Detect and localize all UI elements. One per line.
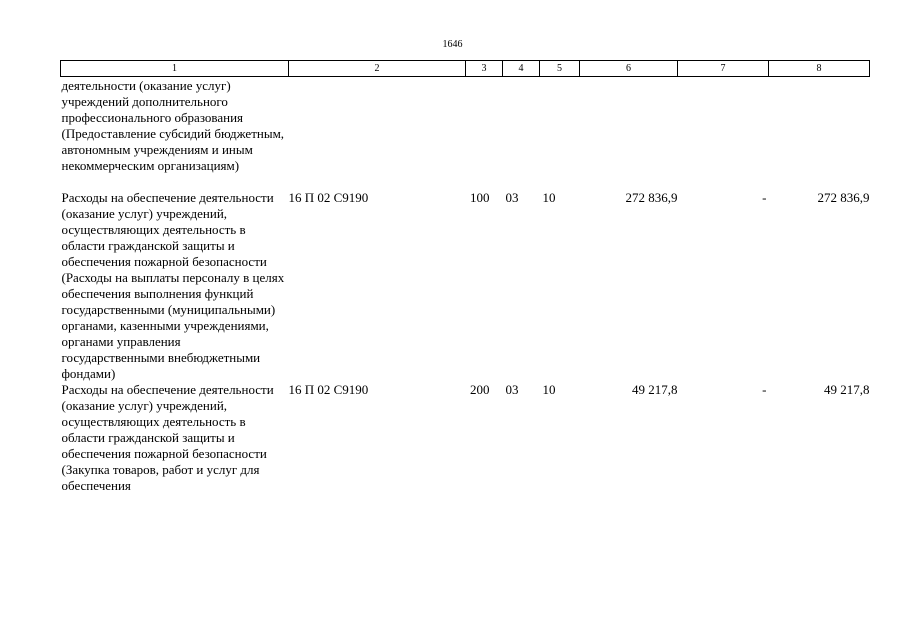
expense-type-cell: 100 — [470, 190, 490, 205]
row-name-cell: Расходы на обеспечение деятельности (ока… — [61, 382, 274, 493]
column-header-2: 2 — [288, 60, 466, 77]
page-number: 1646 — [442, 39, 463, 50]
change-cell — [678, 77, 769, 191]
table-row: Расходы на обеспечение деятельности (ока… — [61, 190, 870, 382]
subsection-cell — [540, 77, 580, 191]
change-cell: - — [762, 190, 767, 205]
section-cell: 03 — [505, 382, 519, 397]
row-name-cell: Расходы на обеспечение деятельности (ока… — [61, 190, 285, 381]
budget-table: 1 2 3 4 5 6 7 8 деятельности (оказание у… — [60, 60, 870, 494]
column-header-5: 5 — [539, 60, 580, 77]
expense-type-cell: 200 — [470, 382, 490, 397]
target-article-cell: 16 П 02 С9190 — [288, 382, 369, 397]
column-header-8: 8 — [768, 60, 870, 77]
target-article-cell: 16 П 02 С9190 — [288, 190, 369, 205]
section-cell: 03 — [505, 190, 519, 205]
amount-cell: 49 217,8 — [632, 382, 678, 397]
column-header-3: 3 — [465, 60, 503, 77]
column-header-4: 4 — [502, 60, 540, 77]
target-article-cell — [289, 77, 466, 191]
subsection-cell: 10 — [542, 190, 556, 205]
expense-type-cell — [466, 77, 503, 191]
column-header-6: 6 — [579, 60, 678, 77]
section-cell — [503, 77, 540, 191]
column-number-row: 1 2 3 4 5 6 7 8 — [60, 60, 870, 77]
table-row: деятельности (оказание услуг) учреждений… — [61, 77, 870, 191]
amount-cell — [580, 77, 678, 191]
column-header-7: 7 — [677, 60, 769, 77]
table-row: Расходы на обеспечение деятельности (ока… — [61, 382, 870, 494]
row-name-cell: деятельности (оказание услуг) учреждений… — [61, 78, 285, 173]
column-header-1: 1 — [60, 60, 289, 77]
subsection-cell: 10 — [542, 382, 556, 397]
result-amount-cell — [769, 77, 870, 191]
amount-cell: 272 836,9 — [625, 190, 678, 205]
result-amount-cell: 272 836,9 — [817, 190, 870, 205]
change-cell: - — [762, 382, 767, 397]
result-amount-cell: 49 217,8 — [824, 382, 870, 397]
